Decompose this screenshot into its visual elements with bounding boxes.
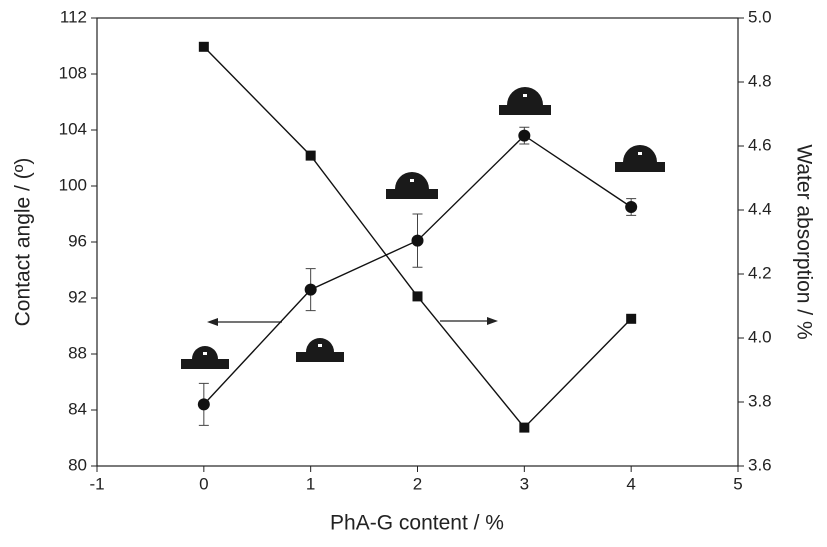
- marker: [197, 398, 210, 411]
- y-tick-label: 112: [60, 7, 87, 26]
- x-tick-label: 1: [306, 474, 315, 493]
- y-tick-label: 84: [68, 399, 87, 418]
- y-tick-label: 108: [59, 63, 87, 82]
- x-tick-label: 2: [413, 474, 422, 493]
- marker: [412, 291, 423, 302]
- y-tick-label: 96: [68, 231, 87, 250]
- x-tick-label: 0: [199, 474, 208, 493]
- marker: [198, 41, 209, 52]
- marker: [305, 150, 316, 161]
- annotation-arrows: [207, 317, 498, 326]
- y2-axis-title: Water absorption / %: [792, 144, 815, 339]
- y-tick-label: 88: [68, 343, 87, 362]
- y2-tick-label: 4.8: [748, 71, 772, 90]
- x-tick-label: 3: [520, 474, 529, 493]
- x-tick-label: 4: [626, 474, 635, 493]
- y2-tick-label: 5.0: [748, 7, 772, 26]
- x-tick-label: 5: [733, 474, 742, 493]
- marker: [625, 201, 638, 213]
- y2-tick-label: 3.8: [748, 391, 772, 410]
- marker: [518, 129, 531, 142]
- y-tick-label: 100: [59, 175, 87, 194]
- y2-tick-label: 4.6: [748, 135, 772, 154]
- x-tick-label: -1: [89, 474, 104, 493]
- y-tick-label: 92: [68, 287, 87, 306]
- marker: [411, 234, 424, 247]
- y2-tick-label: 4.2: [748, 263, 772, 282]
- y-tick-label: 104: [59, 119, 87, 138]
- y-axis-title: Contact angle / (º): [12, 158, 35, 327]
- droplet-icons: [181, 87, 665, 369]
- y2-tick-label: 4.4: [748, 199, 772, 218]
- y-tick-label: 80: [68, 455, 87, 474]
- marker: [626, 313, 637, 324]
- y2-tick-label: 3.6: [748, 455, 772, 474]
- marker: [304, 283, 317, 296]
- marker: [519, 422, 530, 433]
- x-axis-title: PhA-G content / %: [330, 512, 504, 535]
- y2-tick-label: 4.0: [748, 327, 772, 346]
